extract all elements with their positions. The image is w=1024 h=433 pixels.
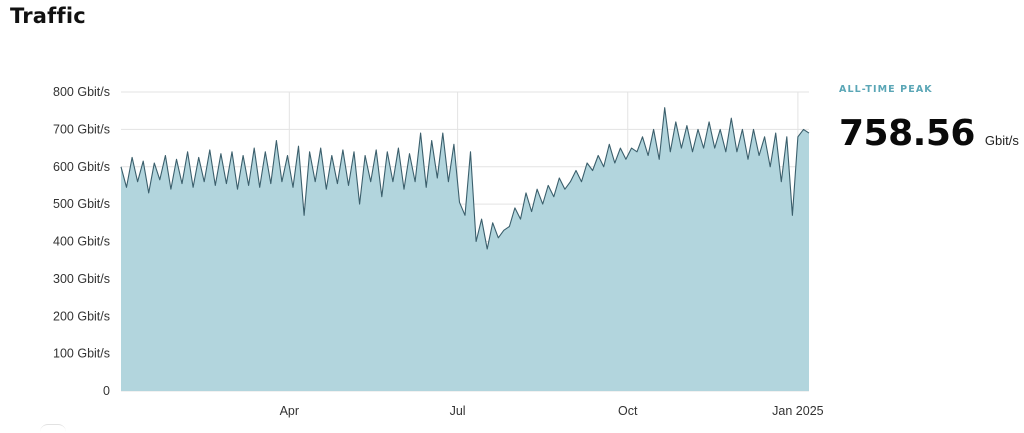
y-tick-label: 300 Gbit/s (53, 272, 110, 286)
traffic-series-line[interactable] (120, 107, 810, 250)
peak-value: 758.56 (839, 113, 975, 154)
y-tick-label: 100 Gbit/s (53, 347, 110, 361)
y-tick-label: 0 (103, 384, 110, 398)
peak-label: ALL-TIME PEAK (839, 84, 933, 95)
x-tick-label: Apr (280, 404, 299, 418)
y-tick-label: 700 Gbit/s (53, 122, 110, 136)
y-axis-ticks: 0 100 Gbit/s 200 Gbit/s 300 Gbit/s 400 Gbit/… (53, 85, 110, 398)
y-tick-label: 800 Gbit/s (53, 85, 110, 99)
x-tick-label: Jan 2025 (772, 404, 823, 418)
y-tick-label: 200 Gbit/s (53, 309, 110, 323)
peak-unit: Gbit/s (984, 133, 1019, 148)
x-tick-label: Oct (618, 404, 638, 418)
y-tick-label: 600 Gbit/s (53, 160, 110, 174)
plot-area[interactable] (120, 107, 810, 391)
x-axis-ticks: Apr Jul Oct Jan 2025 (280, 404, 824, 418)
peak-row: 758.56 Gbit/s (839, 113, 1019, 154)
decorative-mark (40, 424, 66, 433)
y-tick-label: 500 Gbit/s (53, 197, 110, 211)
y-tick-label: 400 Gbit/s (53, 235, 110, 249)
x-tick-label: Jul (450, 404, 466, 418)
traffic-area-fill (121, 107, 809, 391)
chart-title: Traffic (10, 4, 86, 28)
all-time-peak-panel: ALL-TIME PEAK 758.56 Gbit/s (839, 84, 1019, 154)
